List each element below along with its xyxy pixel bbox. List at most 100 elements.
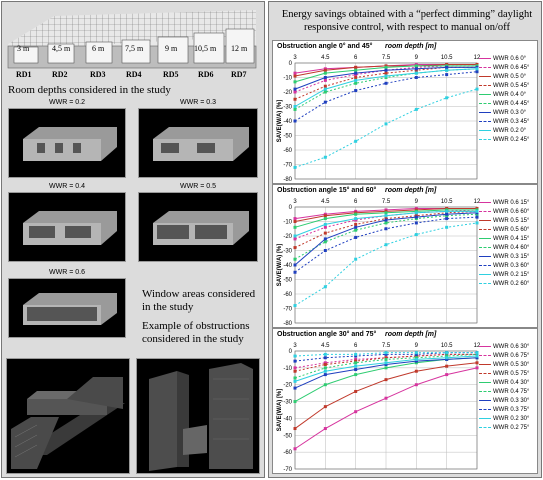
room-box-render [153, 127, 249, 161]
data-point [445, 209, 449, 213]
legend-swatch [479, 354, 491, 356]
room-box-render [23, 211, 117, 245]
obstruction-render-2 [136, 358, 260, 474]
y-tick-label: 0 [289, 349, 293, 355]
obstruction-scene [11, 377, 125, 469]
chart-1-legend: WWR 0.6 0° WWR 0.6 45° WWR 0.5 0° WWR 0.5 4… [479, 55, 529, 145]
data-point [293, 379, 297, 383]
legend-entry: WWR 0.5 15° [479, 217, 529, 226]
data-point [384, 214, 388, 218]
legend-swatch [479, 255, 491, 257]
data-point [475, 215, 479, 219]
legend-entry: WWR 0.2 30° [479, 415, 529, 424]
legend-entry: WWR 0.4 75° [479, 388, 529, 397]
data-point [323, 90, 327, 94]
legend-swatch [479, 273, 491, 275]
legend-label: WWR 0.5 60° [493, 227, 530, 233]
chart-panel-2: Obstruction angle 15° and 60° room depth… [272, 184, 538, 328]
data-point [384, 227, 388, 231]
legend-swatch [479, 120, 491, 122]
y-tick-label: -20 [283, 383, 292, 389]
legend-label: WWR 0.4 45° [493, 101, 530, 107]
wwr-title-3: WWR = 0.4 [49, 183, 85, 190]
data-point [384, 218, 388, 222]
legend-swatch [479, 282, 491, 284]
rd-label-3: RD3 [90, 70, 106, 79]
y-tick-label: -30 [283, 400, 292, 406]
y-tick-label: -30 [283, 249, 292, 255]
data-point [445, 73, 449, 77]
data-point [414, 215, 418, 219]
data-point [323, 362, 327, 366]
data-point [323, 222, 327, 226]
chart-3-xlabel: room depth [m] [385, 331, 437, 338]
data-point [293, 107, 297, 111]
legend-label: WWR 0.4 30° [493, 380, 530, 386]
legend-swatch [479, 219, 491, 221]
y-tick-label: 0 [289, 61, 293, 67]
data-point [384, 211, 388, 215]
data-point [293, 400, 297, 404]
data-point [323, 225, 327, 229]
data-point [323, 217, 327, 221]
y-tick-label: -50 [283, 433, 292, 439]
data-point [293, 80, 297, 84]
y-tick-label: -60 [283, 292, 292, 298]
y-tick-label: -60 [283, 450, 292, 456]
legend-swatch [479, 417, 491, 419]
data-point [414, 221, 418, 225]
right-panel-title: Energy savings obtained with a “perfect … [281, 9, 533, 33]
legend-label: WWR 0.6 60° [493, 209, 530, 215]
rd-label-5: RD5 [163, 70, 179, 79]
legend-entry: WWR 0.4 15° [479, 235, 529, 244]
data-point [414, 64, 418, 68]
data-point [475, 87, 479, 91]
data-point [354, 354, 358, 358]
legend-label: WWR 0.3 15° [493, 254, 530, 260]
x-tick-label: 3 [293, 343, 297, 349]
data-point [323, 100, 327, 104]
legend-label: WWR 0.4 75° [493, 389, 530, 395]
data-point [354, 217, 358, 221]
data-point [323, 231, 327, 235]
data-point [293, 304, 297, 308]
legend-entry: WWR 0.6 60° [479, 208, 529, 217]
data-point [384, 243, 388, 247]
data-point [445, 65, 449, 69]
y-tick-label: -80 [283, 177, 292, 183]
data-point [384, 357, 388, 361]
data-point [354, 81, 358, 85]
data-point [475, 351, 479, 355]
data-point [475, 67, 479, 71]
room-box-render [23, 127, 117, 161]
chart-panel-3: Obstruction angle 30° and 75° room depth… [272, 328, 538, 474]
wwr-thumbnail-3: WWR = 0.4 [8, 183, 126, 262]
legend-label: WWR 0.5 15° [493, 218, 530, 224]
legend-entry: WWR 0.6 30° [479, 343, 529, 352]
data-point [475, 352, 479, 356]
legend-entry: WWR 0.3 60° [479, 262, 529, 271]
data-point [475, 354, 479, 358]
legend-entry: WWR 0.6 15° [479, 199, 529, 208]
legend-swatch [479, 210, 491, 212]
chart-1-plot: 3 4.5 6 7.5 9 10.5 12 0 -10 -20 -30 -40 -50 -60 -70 -80… [277, 55, 481, 183]
data-point [323, 361, 327, 365]
data-point [475, 70, 479, 74]
legend-swatch [479, 372, 491, 374]
data-point [384, 81, 388, 85]
data-point [384, 361, 388, 365]
x-tick-label: 4.5 [321, 199, 330, 205]
legend-label: WWR 0.2 75° [493, 425, 530, 431]
data-point [354, 71, 358, 75]
chart-3-legend: WWR 0.6 30° WWR 0.6 75° WWR 0.5 30° WWR 0.5… [479, 343, 529, 433]
data-point [323, 78, 327, 82]
dim-label-4: 7,5 m [125, 44, 144, 53]
data-point [414, 107, 418, 111]
chart-panel-1: Obstruction angle 0° and 45° room depth … [272, 40, 538, 184]
x-tick-label: 6 [354, 199, 358, 205]
y-axis-label: SAVE(W/A) [%] [277, 100, 283, 143]
wwr-title-2: WWR = 0.3 [180, 99, 216, 106]
data-point [323, 285, 327, 289]
data-point [354, 364, 358, 368]
legend-swatch [479, 237, 491, 239]
